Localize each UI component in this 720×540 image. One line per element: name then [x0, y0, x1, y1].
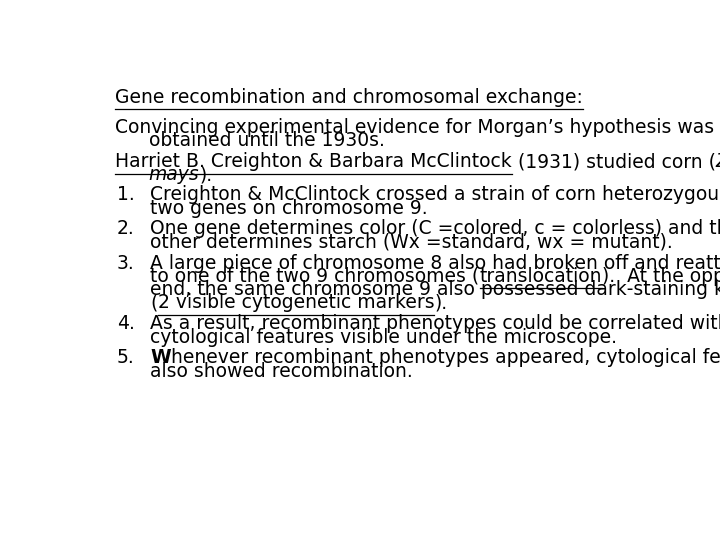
Text: 1.: 1. — [117, 185, 135, 204]
Text: two genes on chromosome 9.: two genes on chromosome 9. — [150, 199, 428, 218]
Text: 3.: 3. — [117, 254, 135, 273]
Text: Convincing experimental evidence for Morgan’s hypothesis was not: Convincing experimental evidence for Mor… — [115, 118, 720, 137]
Text: One gene determines color (C =colored, c = colorless) and the: One gene determines color (C =colored, c… — [150, 219, 720, 239]
Text: cytological features visible under the microscope.: cytological features visible under the m… — [150, 328, 617, 347]
Text: ).: ). — [434, 294, 447, 313]
Text: 5.: 5. — [117, 348, 135, 367]
Text: henever recombinant phenotypes appeared, cytological features: henever recombinant phenotypes appeared,… — [171, 348, 720, 367]
Text: obtained until the 1930s.: obtained until the 1930s. — [148, 131, 384, 150]
Text: end, the same chromosome 9 also possessed dark-staining knob: end, the same chromosome 9 also possesse… — [150, 280, 720, 299]
Text: Creighton & McClintock crossed a strain of corn heterozygous for: Creighton & McClintock crossed a strain … — [150, 185, 720, 204]
Text: Zea: Zea — [716, 152, 720, 171]
Text: 2 visible cytogenetic markers: 2 visible cytogenetic markers — [158, 294, 434, 313]
Text: translocation: translocation — [480, 267, 602, 286]
Text: (: ( — [150, 294, 158, 313]
Text: ).  At the opposite: ). At the opposite — [602, 267, 720, 286]
Text: also showed recombination.: also showed recombination. — [150, 362, 413, 381]
Text: 4.: 4. — [117, 314, 135, 333]
Text: Gene recombination and chromosomal exchange:: Gene recombination and chromosomal excha… — [115, 87, 583, 107]
Text: 2.: 2. — [117, 219, 135, 239]
Text: As a result, recombinant phenotypes could be correlated with: As a result, recombinant phenotypes coul… — [150, 314, 720, 333]
Text: W: W — [150, 348, 171, 367]
Text: A large piece of chromosome 8 also had broken off and reattached: A large piece of chromosome 8 also had b… — [150, 254, 720, 273]
Text: (1931) studied corn (: (1931) studied corn ( — [512, 152, 716, 171]
Text: to one of the two 9 chromosomes (: to one of the two 9 chromosomes ( — [150, 267, 480, 286]
Text: Harriet B. Creighton & Barbara McClintock: Harriet B. Creighton & Barbara McClintoc… — [115, 152, 512, 171]
Text: ).: ). — [199, 165, 212, 185]
Text: mays: mays — [148, 165, 199, 185]
Text: other determines starch (Wx =standard, wx = mutant).: other determines starch (Wx =standard, w… — [150, 233, 673, 252]
